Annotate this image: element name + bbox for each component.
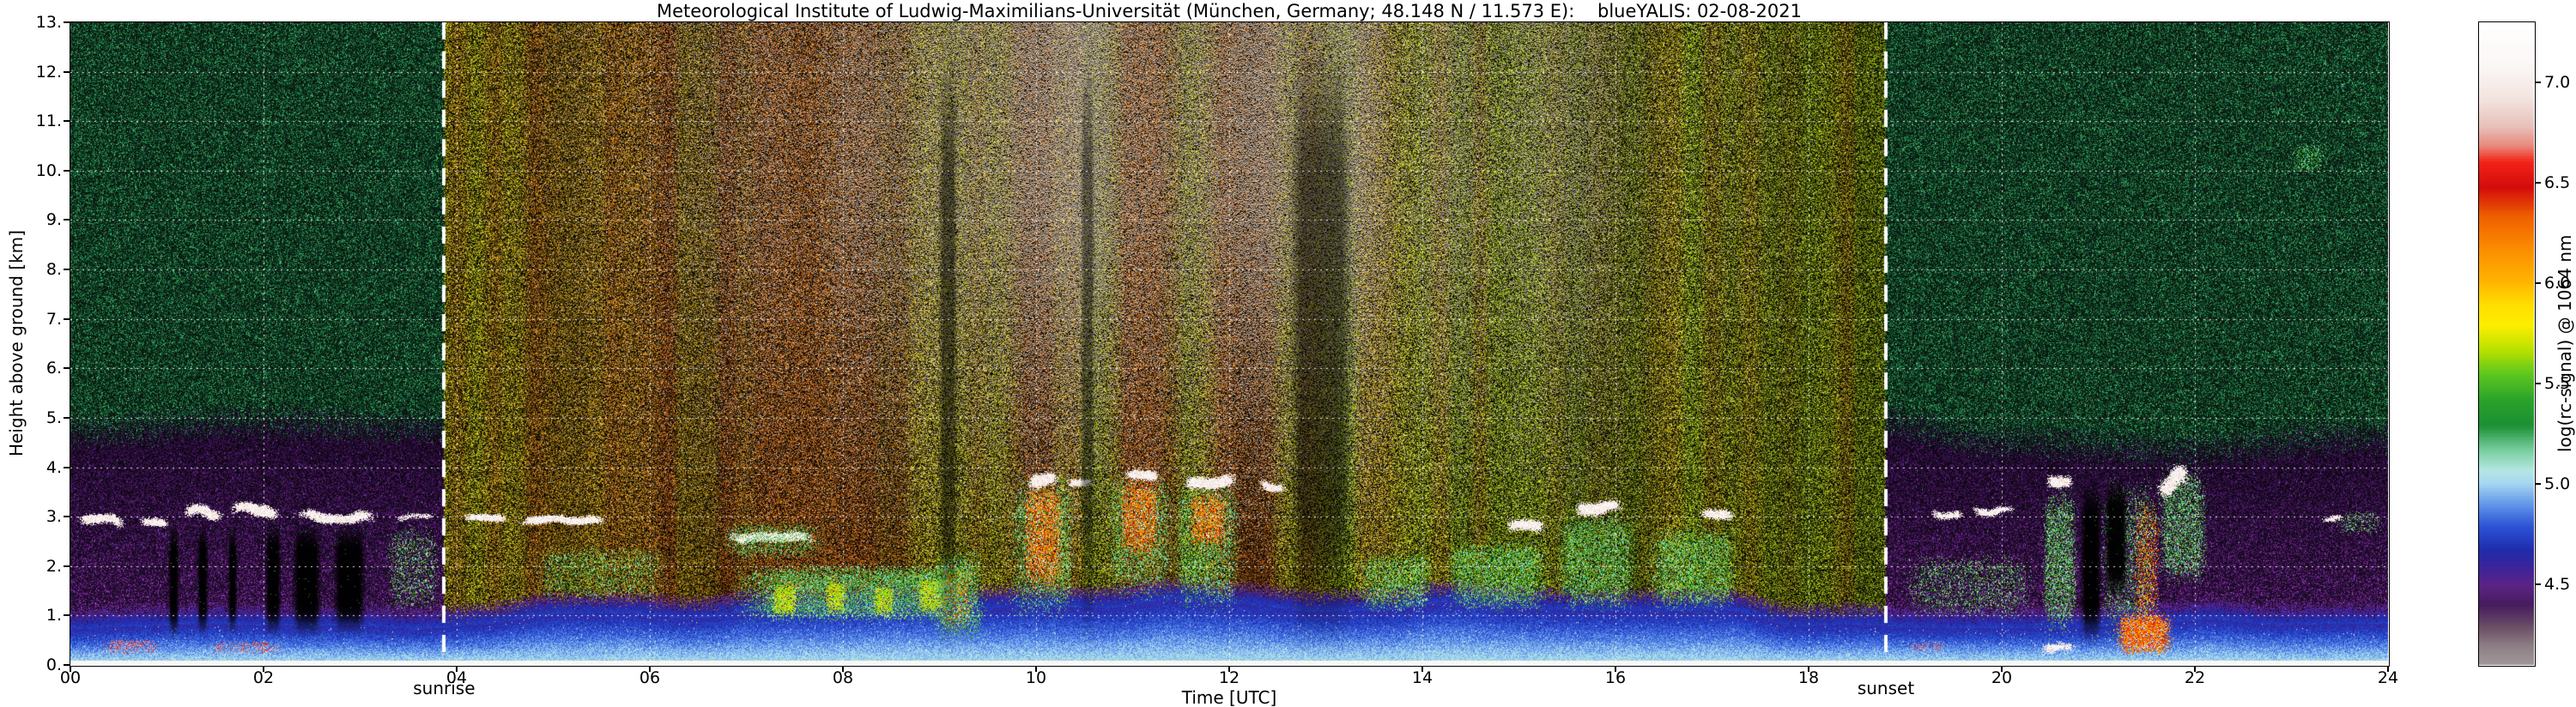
colorbar-tick-mark [2535,82,2541,84]
y-tick-mark [64,516,70,518]
y-tick-label: 8. [45,260,62,280]
y-tick-mark [64,565,70,567]
x-tick-mark [1035,666,1037,672]
x-tick-mark [456,666,458,672]
annotation-sunrise: sunrise [413,678,476,698]
x-tick-label: 16 [1604,668,1627,687]
x-tick-label: 14 [1411,668,1433,687]
colorbar-tick-mark [2535,383,2541,385]
colorbar-tick-mark [2535,483,2541,486]
annotation-sunset: sunset [1857,678,1915,698]
x-tick-label: 22 [2184,668,2206,687]
y-tick-label: 11. [35,112,62,131]
lidar-heatmap-canvas [70,22,2388,665]
y-tick-label: 2. [45,556,62,576]
colorbar-tick-label: 5.5 [2544,374,2571,394]
x-tick-label: 10 [1025,668,1047,687]
x-tick-mark [649,666,651,672]
x-tick-mark [263,666,264,672]
x-tick-mark [2001,666,2003,672]
colorbar-tick-label: 6.0 [2544,274,2571,293]
y-tick-label: 0. [45,656,62,674]
colorbar-label: log(rc-signal) @ 1064 nm [2555,234,2575,453]
colorbar-tick-label: 7.0 [2544,73,2571,93]
x-tick-mark [1808,666,1809,672]
y-tick-label: 10. [35,160,62,180]
x-tick-label: 20 [1991,668,2013,687]
colorbar-tick-label: 6.5 [2544,173,2571,193]
y-tick-mark [64,367,70,370]
y-tick-mark [64,614,70,617]
y-tick-mark [64,416,70,419]
y-tick-mark [64,169,70,172]
x-tick-mark [2194,666,2196,672]
y-tick-mark [64,664,70,666]
x-tick-label: 12 [1218,668,1240,687]
y-tick-label: 7. [45,309,62,329]
y-tick-mark [64,219,70,221]
x-tick-label: 06 [639,668,661,687]
x-tick-label: 02 [252,668,275,687]
x-tick-label: 24 [2377,668,2399,687]
x-tick-mark [70,666,71,672]
x-tick-label: 04 [445,668,468,687]
x-tick-mark [1615,666,1616,672]
y-tick-mark [64,21,70,23]
y-tick-mark [64,466,70,468]
y-tick-label: 13. [35,13,62,32]
x-tick-mark [1228,666,1230,672]
x-tick-mark [842,666,844,672]
y-tick-label: 6. [45,359,62,378]
y-tick-label: 3. [45,507,62,527]
plot-title: Meteorological Institute of Ludwig-Maxim… [656,1,1802,21]
x-tick-label: 18 [1797,668,1820,687]
x-tick-mark [2387,666,2389,672]
y-tick-mark [64,120,70,123]
y-tick-label: 5. [45,408,62,427]
x-tick-label: 00 [59,668,82,687]
y-tick-mark [64,317,70,320]
x-tick-label: 08 [832,668,854,687]
y-tick-label: 12. [35,62,62,82]
colorbar-tick-label: 4.5 [2544,575,2571,595]
x-tick-mark [1421,666,1423,672]
colorbar-tick-mark [2535,583,2541,586]
colorbar-tick-label: 5.0 [2544,474,2571,494]
y-tick-label: 4. [45,457,62,477]
y-tick-mark [64,70,70,73]
colorbar-tick-mark [2535,182,2541,184]
y-tick-label: 1. [45,606,62,625]
y-tick-label: 9. [45,210,62,230]
y-axis-label: Height above ground [km] [6,230,27,457]
x-axis-label: Time [UTC] [1181,687,1277,707]
y-tick-mark [64,269,70,271]
colorbar-tick-mark [2535,282,2541,285]
colorbar-gradient-canvas [2479,22,2534,665]
